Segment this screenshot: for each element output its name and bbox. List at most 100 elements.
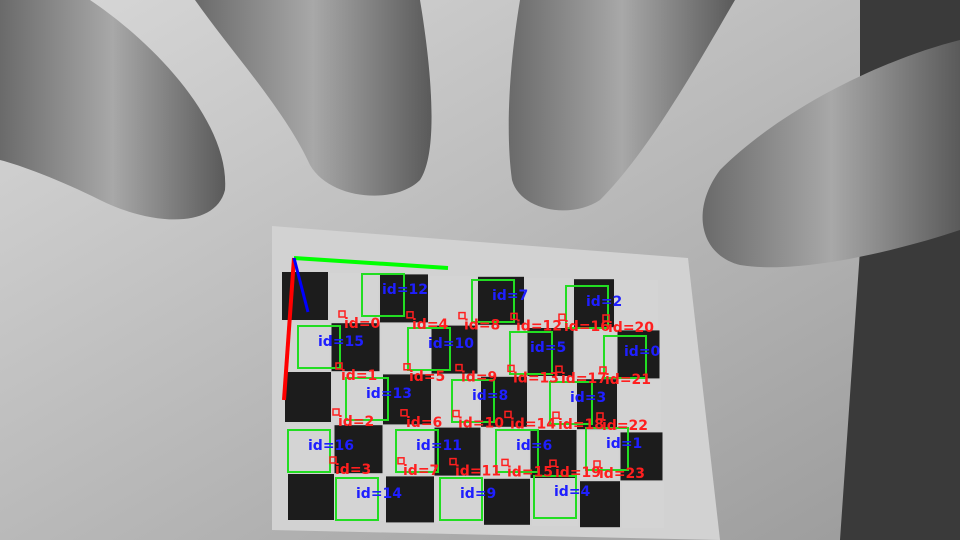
board-square xyxy=(384,426,433,475)
axis-z xyxy=(292,257,310,313)
corner-marker xyxy=(596,412,604,420)
corner-marker xyxy=(338,310,346,318)
marker-id-label: id=13 xyxy=(366,386,412,402)
corner-id-label: id=2 xyxy=(338,414,374,430)
corner-marker xyxy=(558,313,566,321)
corner-marker xyxy=(403,363,411,371)
marker-id-label: id=7 xyxy=(492,288,528,304)
corner-id-label: id=10 xyxy=(458,416,504,432)
board-square xyxy=(283,322,330,370)
board-square xyxy=(527,328,574,376)
corner-marker xyxy=(593,460,601,468)
finger-right xyxy=(702,40,960,268)
corner-id-label: id=21 xyxy=(605,372,651,388)
marker-id-label: id=8 xyxy=(472,388,508,404)
board-square xyxy=(529,378,575,428)
board-square xyxy=(482,428,529,477)
marker-id-label: id=1 xyxy=(606,436,642,452)
marker-id-label: id=0 xyxy=(624,344,661,360)
marker-outline xyxy=(585,427,629,471)
board-square xyxy=(616,280,658,329)
board-square xyxy=(479,326,526,375)
corner-marker xyxy=(599,366,607,374)
corner-marker xyxy=(504,410,512,419)
board-square xyxy=(333,373,381,424)
finger-center-right xyxy=(508,0,735,211)
corner-id-label: id=18 xyxy=(558,417,604,433)
board-square xyxy=(619,380,661,431)
corner-id-label: id=15 xyxy=(507,464,553,480)
board-square xyxy=(288,474,334,520)
marker-outline xyxy=(533,475,577,519)
corner-id-label: id=23 xyxy=(599,466,645,482)
marker-outline xyxy=(603,335,647,379)
board-square xyxy=(580,481,620,528)
corner-marker xyxy=(510,312,518,321)
board-square xyxy=(286,424,333,472)
corner-id-label: id=0 xyxy=(344,316,381,332)
marker-id-label: id=10 xyxy=(428,336,474,352)
marker-outline xyxy=(451,379,495,423)
corner-marker xyxy=(458,311,466,320)
finger-center-left xyxy=(195,0,432,196)
board-square xyxy=(617,330,660,379)
finger-left xyxy=(0,0,226,220)
board-square xyxy=(386,476,434,523)
pose-axes xyxy=(282,256,449,401)
marker-outline xyxy=(471,279,515,323)
corner-marker xyxy=(507,364,515,373)
marker-outline xyxy=(407,327,451,371)
marker-outline xyxy=(395,429,439,473)
corner-id-label: id=3 xyxy=(335,462,371,478)
marker-outline xyxy=(565,285,609,329)
board-square xyxy=(577,379,617,430)
corner-id-label: id=11 xyxy=(455,464,501,480)
marker-id-label: id=15 xyxy=(318,334,364,350)
marker-outline xyxy=(495,429,539,473)
corner-marker xyxy=(552,411,560,419)
corner-id-label: id=7 xyxy=(403,463,439,479)
axis-x xyxy=(293,256,449,270)
marker-outline xyxy=(297,325,341,369)
corner-marker xyxy=(449,457,457,466)
marker-id-label: id=3 xyxy=(570,390,606,406)
board-square xyxy=(436,477,482,524)
corner-id-label: id=5 xyxy=(409,369,445,385)
marker-id-label: id=14 xyxy=(356,486,402,502)
corner-id-label: id=8 xyxy=(464,318,500,334)
corner-marker xyxy=(549,459,557,467)
corner-marker xyxy=(406,311,414,319)
gripper-fingers xyxy=(0,0,960,268)
board-square xyxy=(334,425,383,474)
marker-outline xyxy=(509,331,553,375)
corner-id-label: id=9 xyxy=(461,370,497,386)
axis-y xyxy=(282,257,296,401)
corner-id-label: id=13 xyxy=(513,370,559,386)
board-square xyxy=(622,482,664,529)
marker-outline xyxy=(361,273,405,317)
board-square xyxy=(336,475,384,522)
marker-outline xyxy=(287,429,331,473)
corner-id-label: id=20 xyxy=(608,320,654,336)
corner-id-label: id=16 xyxy=(564,319,610,335)
marker-id-label: id=2 xyxy=(586,294,622,310)
marker-outline xyxy=(335,477,379,521)
board-square xyxy=(431,325,478,374)
marker-outline xyxy=(345,377,389,421)
marker-id-labels: id=12 id=7 id=2 id=15 id=10 id=5 id=0 id=13 id=8… xyxy=(308,282,661,502)
board-square xyxy=(575,329,616,378)
marker-id-label: id=12 xyxy=(382,282,428,298)
corner-marker xyxy=(400,409,408,417)
aruco-marker-outlines xyxy=(287,273,647,521)
marker-id-label: id=11 xyxy=(416,438,462,454)
corner-id-label: id=6 xyxy=(406,415,442,431)
board-square xyxy=(430,275,476,324)
corner-marker xyxy=(397,457,405,465)
board-square xyxy=(330,273,378,322)
corner-marker xyxy=(329,456,337,464)
corner-id-label: id=14 xyxy=(510,416,556,432)
board-square xyxy=(285,372,331,422)
corner-marker xyxy=(452,409,460,418)
